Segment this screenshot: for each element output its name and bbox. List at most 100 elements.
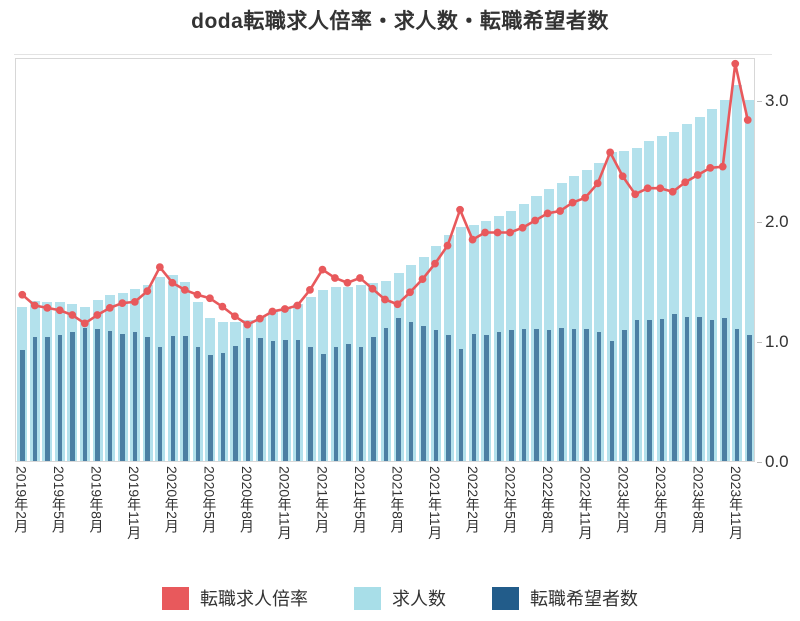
x-tick-label: 2021年5月 bbox=[351, 466, 368, 533]
bar-vacancies bbox=[619, 150, 630, 461]
bar-seekers bbox=[333, 346, 339, 461]
ratio-point bbox=[293, 301, 302, 310]
y-tick-mark bbox=[757, 221, 762, 223]
bar-seekers bbox=[258, 338, 263, 461]
ratio-point bbox=[180, 286, 189, 294]
x-axis: 2019年2月 2019年5月 2019年8月 2019年11月 2020年2月 2020… bbox=[13, 466, 755, 566]
ratio-point bbox=[118, 299, 127, 307]
bar-seekers bbox=[684, 316, 690, 461]
y-tick-mark bbox=[757, 462, 762, 463]
ratio-point bbox=[105, 303, 114, 312]
bar-seekers bbox=[421, 326, 426, 461]
y-axis: 0.0 1.0 2.0 3.0 bbox=[757, 58, 800, 471]
bar-seekers bbox=[383, 327, 389, 461]
bar-seekers bbox=[20, 350, 25, 461]
x-tick-label: 2020年8月 bbox=[239, 466, 256, 533]
x-tick-label: 2019年11月 bbox=[126, 466, 143, 540]
x-tick-label: 2023年2月 bbox=[615, 466, 632, 533]
bar-vacancies bbox=[744, 100, 754, 461]
ratio-point bbox=[168, 278, 177, 287]
bar-seekers bbox=[270, 340, 276, 461]
title-divider bbox=[14, 54, 772, 55]
ratio-point bbox=[281, 305, 289, 313]
x-tick-label: 2021年2月 bbox=[314, 466, 331, 533]
bar-vacancies bbox=[581, 170, 592, 461]
x-tick-label: 2019年2月 bbox=[13, 466, 30, 533]
bar-seekers bbox=[396, 317, 401, 461]
x-tick-label: 2020年5月 bbox=[201, 466, 218, 533]
ratio-point bbox=[468, 235, 477, 244]
legend-swatch-icon bbox=[162, 586, 189, 610]
ratio-point bbox=[668, 187, 677, 196]
bar-seekers bbox=[734, 328, 740, 461]
ratio-point bbox=[343, 278, 352, 287]
bar-vacancies bbox=[544, 189, 555, 461]
ratio-point bbox=[493, 228, 502, 237]
ratio-point bbox=[456, 205, 464, 214]
ratio-point bbox=[681, 178, 690, 187]
bar-vacancies bbox=[719, 100, 730, 461]
ratio-point bbox=[43, 303, 52, 312]
bar-seekers bbox=[132, 332, 138, 461]
legend-label: 転職求人倍率 bbox=[200, 589, 308, 609]
bar-seekers bbox=[534, 328, 539, 461]
bar-seekers bbox=[458, 349, 464, 461]
x-tick-label: 2020年2月 bbox=[163, 466, 180, 533]
ratio-point bbox=[443, 241, 452, 250]
bar-seekers bbox=[208, 355, 213, 461]
bar-seekers bbox=[433, 329, 439, 461]
ratio-point bbox=[581, 193, 590, 202]
bar-seekers bbox=[647, 320, 652, 461]
ratio-point bbox=[18, 290, 27, 299]
bar-vacancies bbox=[531, 196, 542, 461]
y-tick-label: 2.0 bbox=[765, 211, 789, 231]
bar-seekers bbox=[245, 338, 251, 461]
bar-seekers bbox=[634, 320, 640, 461]
bar-seekers bbox=[183, 335, 188, 461]
y-tick-mark bbox=[757, 341, 762, 343]
ratio-point bbox=[381, 295, 389, 304]
bar-vacancies bbox=[456, 226, 467, 461]
ratio-point bbox=[218, 302, 227, 311]
ratio-point bbox=[231, 312, 239, 321]
ratio-point bbox=[656, 184, 665, 193]
x-tick-label: 2020年11月 bbox=[276, 466, 293, 540]
ratio-point bbox=[568, 198, 577, 207]
ratio-point bbox=[331, 274, 339, 282]
ratio-point bbox=[506, 228, 514, 237]
bar-seekers bbox=[408, 321, 414, 461]
bar-seekers bbox=[722, 317, 727, 461]
x-tick-label: 2022年11月 bbox=[577, 466, 594, 540]
ratio-point bbox=[143, 287, 152, 295]
legend-item[interactable]: 転職求人倍率 bbox=[162, 585, 308, 611]
bar-seekers bbox=[571, 328, 577, 461]
ratio-point bbox=[418, 275, 427, 284]
bar-seekers bbox=[496, 332, 502, 461]
bar-seekers bbox=[622, 329, 627, 461]
bar-vacancies bbox=[569, 176, 580, 461]
y-tick-label: 0.0 bbox=[765, 452, 789, 471]
bar-vacancies bbox=[644, 141, 655, 461]
bar-seekers bbox=[195, 346, 201, 461]
ratio-point bbox=[431, 259, 439, 268]
ratio-point bbox=[531, 216, 539, 225]
ratio-point bbox=[318, 265, 327, 274]
bar-seekers bbox=[145, 337, 150, 461]
legend-item[interactable]: 転職希望者数 bbox=[492, 585, 638, 611]
bar-vacancies bbox=[732, 84, 743, 461]
bar-vacancies bbox=[694, 117, 705, 461]
bars-layer bbox=[16, 59, 754, 461]
ratio-point bbox=[243, 320, 252, 329]
ratio-line-layer bbox=[18, 59, 752, 329]
ratio-point bbox=[268, 307, 277, 316]
bar-vacancies bbox=[556, 183, 567, 461]
bar-seekers bbox=[521, 328, 527, 461]
ratio-point bbox=[606, 148, 615, 157]
legend-item[interactable]: 求人数 bbox=[354, 585, 446, 611]
bar-seekers bbox=[358, 346, 364, 461]
bar-seekers bbox=[509, 329, 514, 461]
bar-seekers bbox=[107, 331, 113, 461]
bar-vacancies bbox=[669, 131, 680, 461]
x-tick-label: 2022年5月 bbox=[502, 466, 519, 533]
legend: 転職求人倍率 求人数 転職希望者数 bbox=[0, 585, 800, 611]
